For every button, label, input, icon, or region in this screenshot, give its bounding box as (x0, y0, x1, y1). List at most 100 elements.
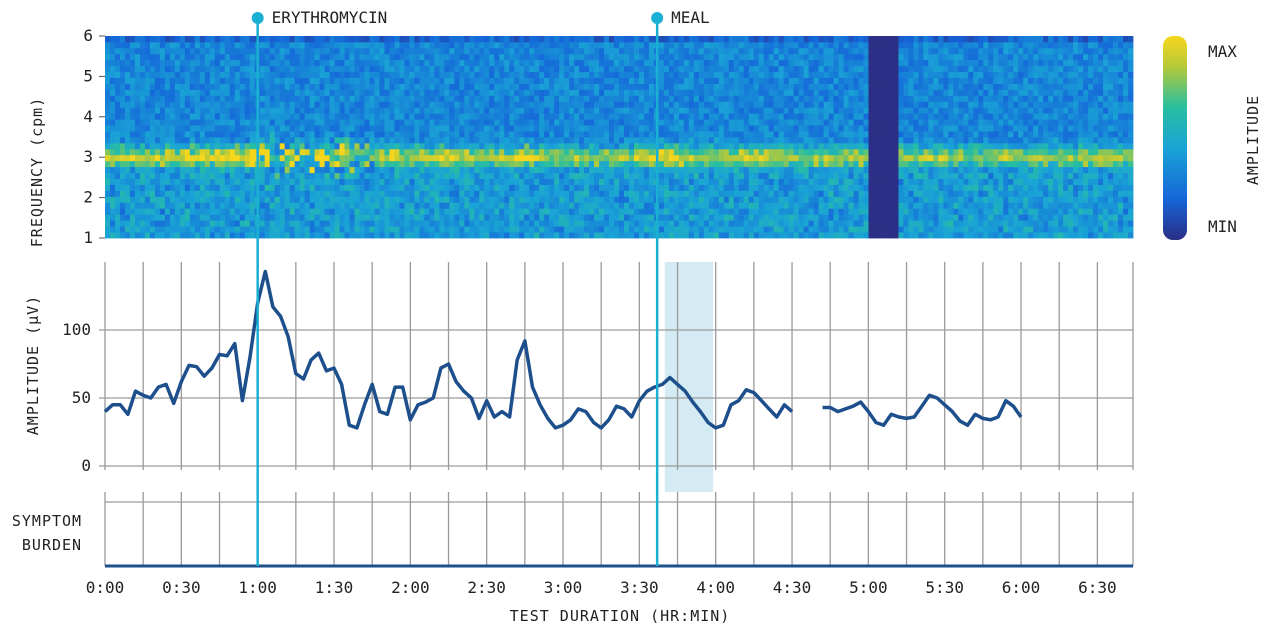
spectrogram-cell (718, 71, 725, 78)
spectrogram-cell (484, 65, 490, 73)
spectrogram-cell (199, 36, 206, 43)
spectrogram-cell (419, 107, 425, 114)
spectrogram-cell (289, 36, 296, 43)
spectrogram-cell (469, 89, 475, 96)
spectrogram-cell (793, 160, 800, 168)
spectrogram-cell (419, 47, 425, 55)
spectrogram-cell (678, 53, 685, 61)
spectrogram-cell (114, 220, 121, 227)
spectrogram-cell (439, 190, 445, 197)
spectrogram-cell (284, 142, 291, 150)
spectrogram-cell (234, 36, 241, 43)
spectrogram-cell (159, 107, 166, 114)
spectrogram-cell (129, 202, 136, 209)
spectrogram-cell (619, 101, 625, 108)
spectrogram-cell (818, 190, 824, 197)
spectrogram-cell (494, 148, 500, 156)
spectrogram-cell (484, 107, 490, 114)
spectrogram-cell (813, 113, 820, 120)
spectrogram-cell (414, 232, 420, 239)
spectrogram-cell (309, 190, 315, 197)
spectrogram-cell (663, 148, 670, 156)
spectrogram-cell (519, 107, 525, 114)
spectrogram-cell (623, 166, 630, 174)
spectrogram-cell (354, 83, 360, 90)
spectrogram-cell (748, 41, 755, 49)
spectrogram-cell (828, 59, 834, 67)
spectrogram-cell (489, 226, 495, 233)
spectrogram-cell (374, 125, 380, 132)
spectrogram-cell (604, 154, 610, 162)
spectrogram-cell (559, 184, 565, 191)
spectrogram-cell (813, 220, 820, 227)
spectrogram-cell (609, 77, 615, 84)
spectrogram-cell (209, 89, 216, 96)
spectrogram-cell (479, 89, 485, 96)
spectrogram-cell (778, 101, 785, 108)
spectrogram-cell (788, 77, 795, 84)
spectrogram-cell (738, 214, 745, 221)
spectrogram-cell (499, 95, 505, 102)
spectrogram-cell (738, 196, 745, 203)
spectrogram-cell (783, 119, 790, 126)
spectrogram-cell (793, 232, 800, 239)
spectrogram-cell (379, 148, 385, 156)
spectrogram-cell (768, 89, 775, 96)
spectrogram-cell (164, 119, 171, 126)
spectrogram-cell (274, 148, 281, 156)
spectrogram-cell (469, 36, 475, 43)
spectrogram-cell (314, 113, 320, 120)
spectrogram-cell (743, 131, 750, 138)
spectrogram-cell (379, 220, 385, 227)
spectrogram-cell (688, 59, 695, 67)
spectrogram-cell (569, 148, 575, 156)
spectrogram-cell (114, 83, 121, 90)
spectrogram-cell (733, 160, 740, 168)
spectrogram-cell (434, 36, 440, 43)
spectrogram-cell (169, 190, 176, 197)
spectrogram-cell (444, 190, 450, 197)
spectrogram-cell (474, 142, 480, 150)
spectrogram-cell (549, 208, 555, 215)
spectrogram-cell (668, 77, 675, 84)
spectrogram-cell (594, 47, 600, 55)
spectrogram-cell (394, 142, 400, 150)
spectrogram-cell (673, 59, 680, 67)
spectrogram-cell (444, 226, 450, 233)
spectrogram-cell (439, 178, 445, 185)
spectrogram-cell (309, 131, 315, 138)
spectrogram-cell (619, 65, 625, 73)
spectrogram-cell (833, 77, 839, 84)
spectrogram-cell (414, 131, 420, 138)
spectrogram-cell (614, 83, 620, 90)
spectrogram-cell (619, 160, 625, 168)
spectrogram-cell (554, 77, 560, 84)
spectrogram-cell (798, 107, 805, 114)
spectrogram-cell (494, 89, 500, 96)
spectrogram-cell (604, 41, 610, 49)
spectrogram-cell (114, 59, 121, 67)
spectrogram-cell (678, 232, 685, 239)
spectrogram-cell (289, 148, 296, 156)
spectrogram-cell (574, 53, 580, 61)
spectrogram-cell (274, 113, 281, 120)
spectrogram-cell (499, 59, 505, 67)
spectrogram-cell (359, 95, 365, 102)
spectrogram-cell (818, 89, 824, 96)
spectrogram-cell (359, 125, 365, 132)
spectrogram-cell (509, 232, 515, 239)
spectrogram-cell (494, 59, 500, 67)
spectrogram-cell (454, 113, 460, 120)
spectrogram-cell (249, 83, 256, 90)
spectrogram-cell (509, 154, 515, 162)
spectrogram-cell (604, 208, 610, 215)
spectrogram-cell (244, 95, 251, 102)
spectrogram-cell (584, 125, 590, 132)
spectrogram-cell (509, 172, 515, 179)
spectrogram-cell (129, 47, 136, 55)
spectrogram-cell (604, 119, 610, 126)
spectrogram-cell (419, 172, 425, 179)
spectrogram-cell (738, 184, 745, 191)
spectrogram-cell (154, 47, 161, 55)
spectrogram-cell (269, 101, 276, 108)
